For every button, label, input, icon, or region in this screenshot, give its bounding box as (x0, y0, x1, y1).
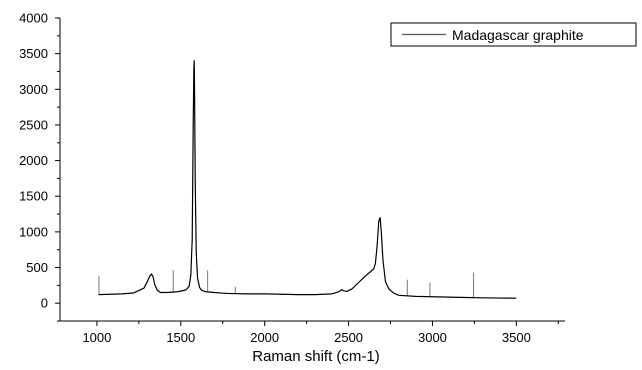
x-tick-label: 2000 (250, 330, 279, 345)
y-tick-label: 3500 (19, 46, 48, 61)
series-line-madagascar-graphite (98, 60, 517, 299)
x-ticks: 1000 1500 2000 2500 3000 3500 (82, 321, 559, 345)
x-axis-title: Raman shift (cm-1) (252, 348, 380, 365)
y-ticks: 0 500 1000 1500 2000 2500 3000 3500 4000 (19, 11, 60, 322)
x-tick-label: 1000 (82, 330, 111, 345)
y-tick-label: 1000 (19, 224, 48, 239)
x-tick-label: 1500 (166, 330, 195, 345)
y-tick-label: 2500 (19, 117, 48, 132)
legend-box (390, 22, 637, 47)
y-tick-label: 1500 (19, 189, 48, 204)
artifact-spikes (98, 270, 475, 298)
y-tick-label: 4000 (19, 11, 48, 26)
y-tick-label: 0 (41, 296, 48, 311)
axes (59, 18, 565, 322)
legend-entry-madagascar-graphite: Madagascar graphite (452, 27, 584, 43)
legend: Madagascar graphite (390, 22, 637, 47)
x-tick-label: 2500 (334, 330, 363, 345)
x-tick-label: 3500 (502, 330, 531, 345)
y-tick-label: 500 (26, 260, 48, 275)
y-tick-label: 2000 (19, 153, 48, 168)
x-tick-label: 3000 (418, 330, 447, 345)
y-tick-label: 3000 (19, 82, 48, 97)
